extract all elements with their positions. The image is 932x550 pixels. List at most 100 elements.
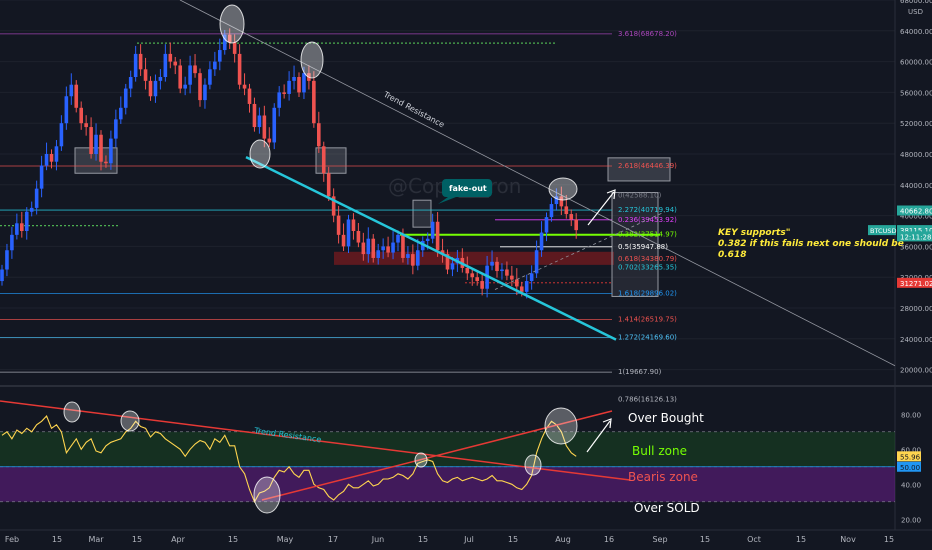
candle-body <box>569 214 574 220</box>
rsi-tick: 60.00 <box>901 446 921 454</box>
candle-body <box>39 165 44 189</box>
over-bought-label: Over Bought <box>628 411 704 425</box>
bull-zone-label: Bull zone <box>632 444 687 458</box>
candle-body <box>64 96 69 124</box>
fib-label: 0.618(34380.79) <box>618 255 677 263</box>
rsi-tick: 40.00 <box>901 481 921 489</box>
candle-body <box>450 263 455 270</box>
candle-body <box>470 273 475 278</box>
fib-label: 0.702(33265.35) <box>618 263 677 271</box>
candle-body <box>351 219 356 231</box>
candle-body <box>495 261 499 272</box>
fib-box <box>611 192 659 297</box>
candle-body <box>242 84 247 89</box>
candle-body <box>376 250 380 258</box>
price-tick: 44000.00 <box>900 182 932 190</box>
candle-body <box>183 84 187 89</box>
key-supports-note: KEY supports" <box>718 228 790 238</box>
candle-body <box>396 234 400 243</box>
candle-body <box>119 107 123 120</box>
candle-body <box>79 107 83 124</box>
price-tag-value: 38115.10 <box>900 227 932 235</box>
candle-body <box>128 77 133 89</box>
time-tick: 15 <box>52 535 62 544</box>
candle-body <box>148 80 153 97</box>
candle-body <box>361 242 366 255</box>
rsi-up-arrow-head <box>602 418 612 429</box>
candle-body <box>0 269 4 282</box>
candle-body <box>198 73 202 101</box>
time-tick: Sep <box>652 535 667 544</box>
candle-body <box>109 138 113 164</box>
rsi-up-arrow <box>586 420 611 453</box>
candle-body <box>475 277 479 282</box>
fib-label: 3.618(68678.20) <box>618 30 677 38</box>
fib-label: 0.236(39453.92) <box>618 216 677 224</box>
price-tick: 20000.00 <box>900 367 932 375</box>
currency-label: USD <box>908 8 923 16</box>
candle-body <box>257 115 262 128</box>
price-tag-value: 40662.80 <box>900 207 932 215</box>
time-tick: 15 <box>228 535 238 544</box>
candle-body <box>440 250 445 255</box>
time-tick: Feb <box>5 535 19 544</box>
candle-body <box>208 69 212 85</box>
bear-zone-band <box>0 466 895 502</box>
candle-body <box>529 273 534 282</box>
candle-body <box>232 42 237 54</box>
candle-body <box>188 65 192 85</box>
fakeout-label: fake-out <box>449 184 487 193</box>
time-tick: Jun <box>371 535 385 544</box>
candle-body <box>401 234 405 258</box>
candle-body <box>505 269 509 276</box>
price-tick: 52000.00 <box>900 120 932 128</box>
candle-body <box>549 204 554 218</box>
candle-body <box>10 234 14 251</box>
fakeout-callout-tail <box>438 197 456 204</box>
candle-body <box>411 254 415 266</box>
candle-body <box>490 261 494 266</box>
candle-body <box>564 206 569 215</box>
symbol-tag <box>868 225 896 236</box>
rsi-tick: 80.00 <box>901 411 921 419</box>
price-tag <box>897 231 932 242</box>
price-tick: 64000.00 <box>900 28 932 36</box>
candle-body <box>480 281 484 289</box>
highlight-circle <box>249 139 271 169</box>
time-tick: 15 <box>884 535 894 544</box>
candle-body <box>416 250 420 266</box>
time-tick: Aug <box>555 535 571 544</box>
candle-body <box>336 215 341 235</box>
candle-body <box>178 65 182 89</box>
fib-label: 2.272(40719.94) <box>618 206 677 214</box>
price-tag <box>897 277 932 288</box>
rsi-line <box>1 414 577 504</box>
fakeout-box <box>412 199 432 228</box>
candle-body <box>267 138 272 143</box>
candle-body <box>54 146 59 162</box>
candle-body <box>445 254 450 270</box>
rsi-tick: 20.00 <box>901 516 921 524</box>
candle-body <box>317 123 321 147</box>
candle-body <box>15 223 19 235</box>
candle-body <box>89 127 93 154</box>
price-tag <box>897 225 932 236</box>
candle-body <box>158 77 163 81</box>
candle-body <box>227 34 232 43</box>
candle-body <box>326 173 331 197</box>
candle-body <box>287 80 291 94</box>
price-tick: 40000.00 <box>900 213 932 221</box>
candle-body <box>20 223 24 231</box>
price-tag <box>897 205 932 216</box>
candle-body <box>133 53 138 77</box>
key-supports-note: 0.618 <box>718 250 746 260</box>
price-tag-value: 31271.02 <box>900 280 932 288</box>
candle-body <box>381 246 385 251</box>
highlight-circle <box>300 41 324 79</box>
candle-body <box>346 219 351 247</box>
candle-body <box>297 77 301 93</box>
candle-body <box>312 80 316 124</box>
candle-body <box>435 221 440 251</box>
fib-label: 0.5(35947.88) <box>618 243 668 251</box>
candle-body <box>574 219 578 231</box>
